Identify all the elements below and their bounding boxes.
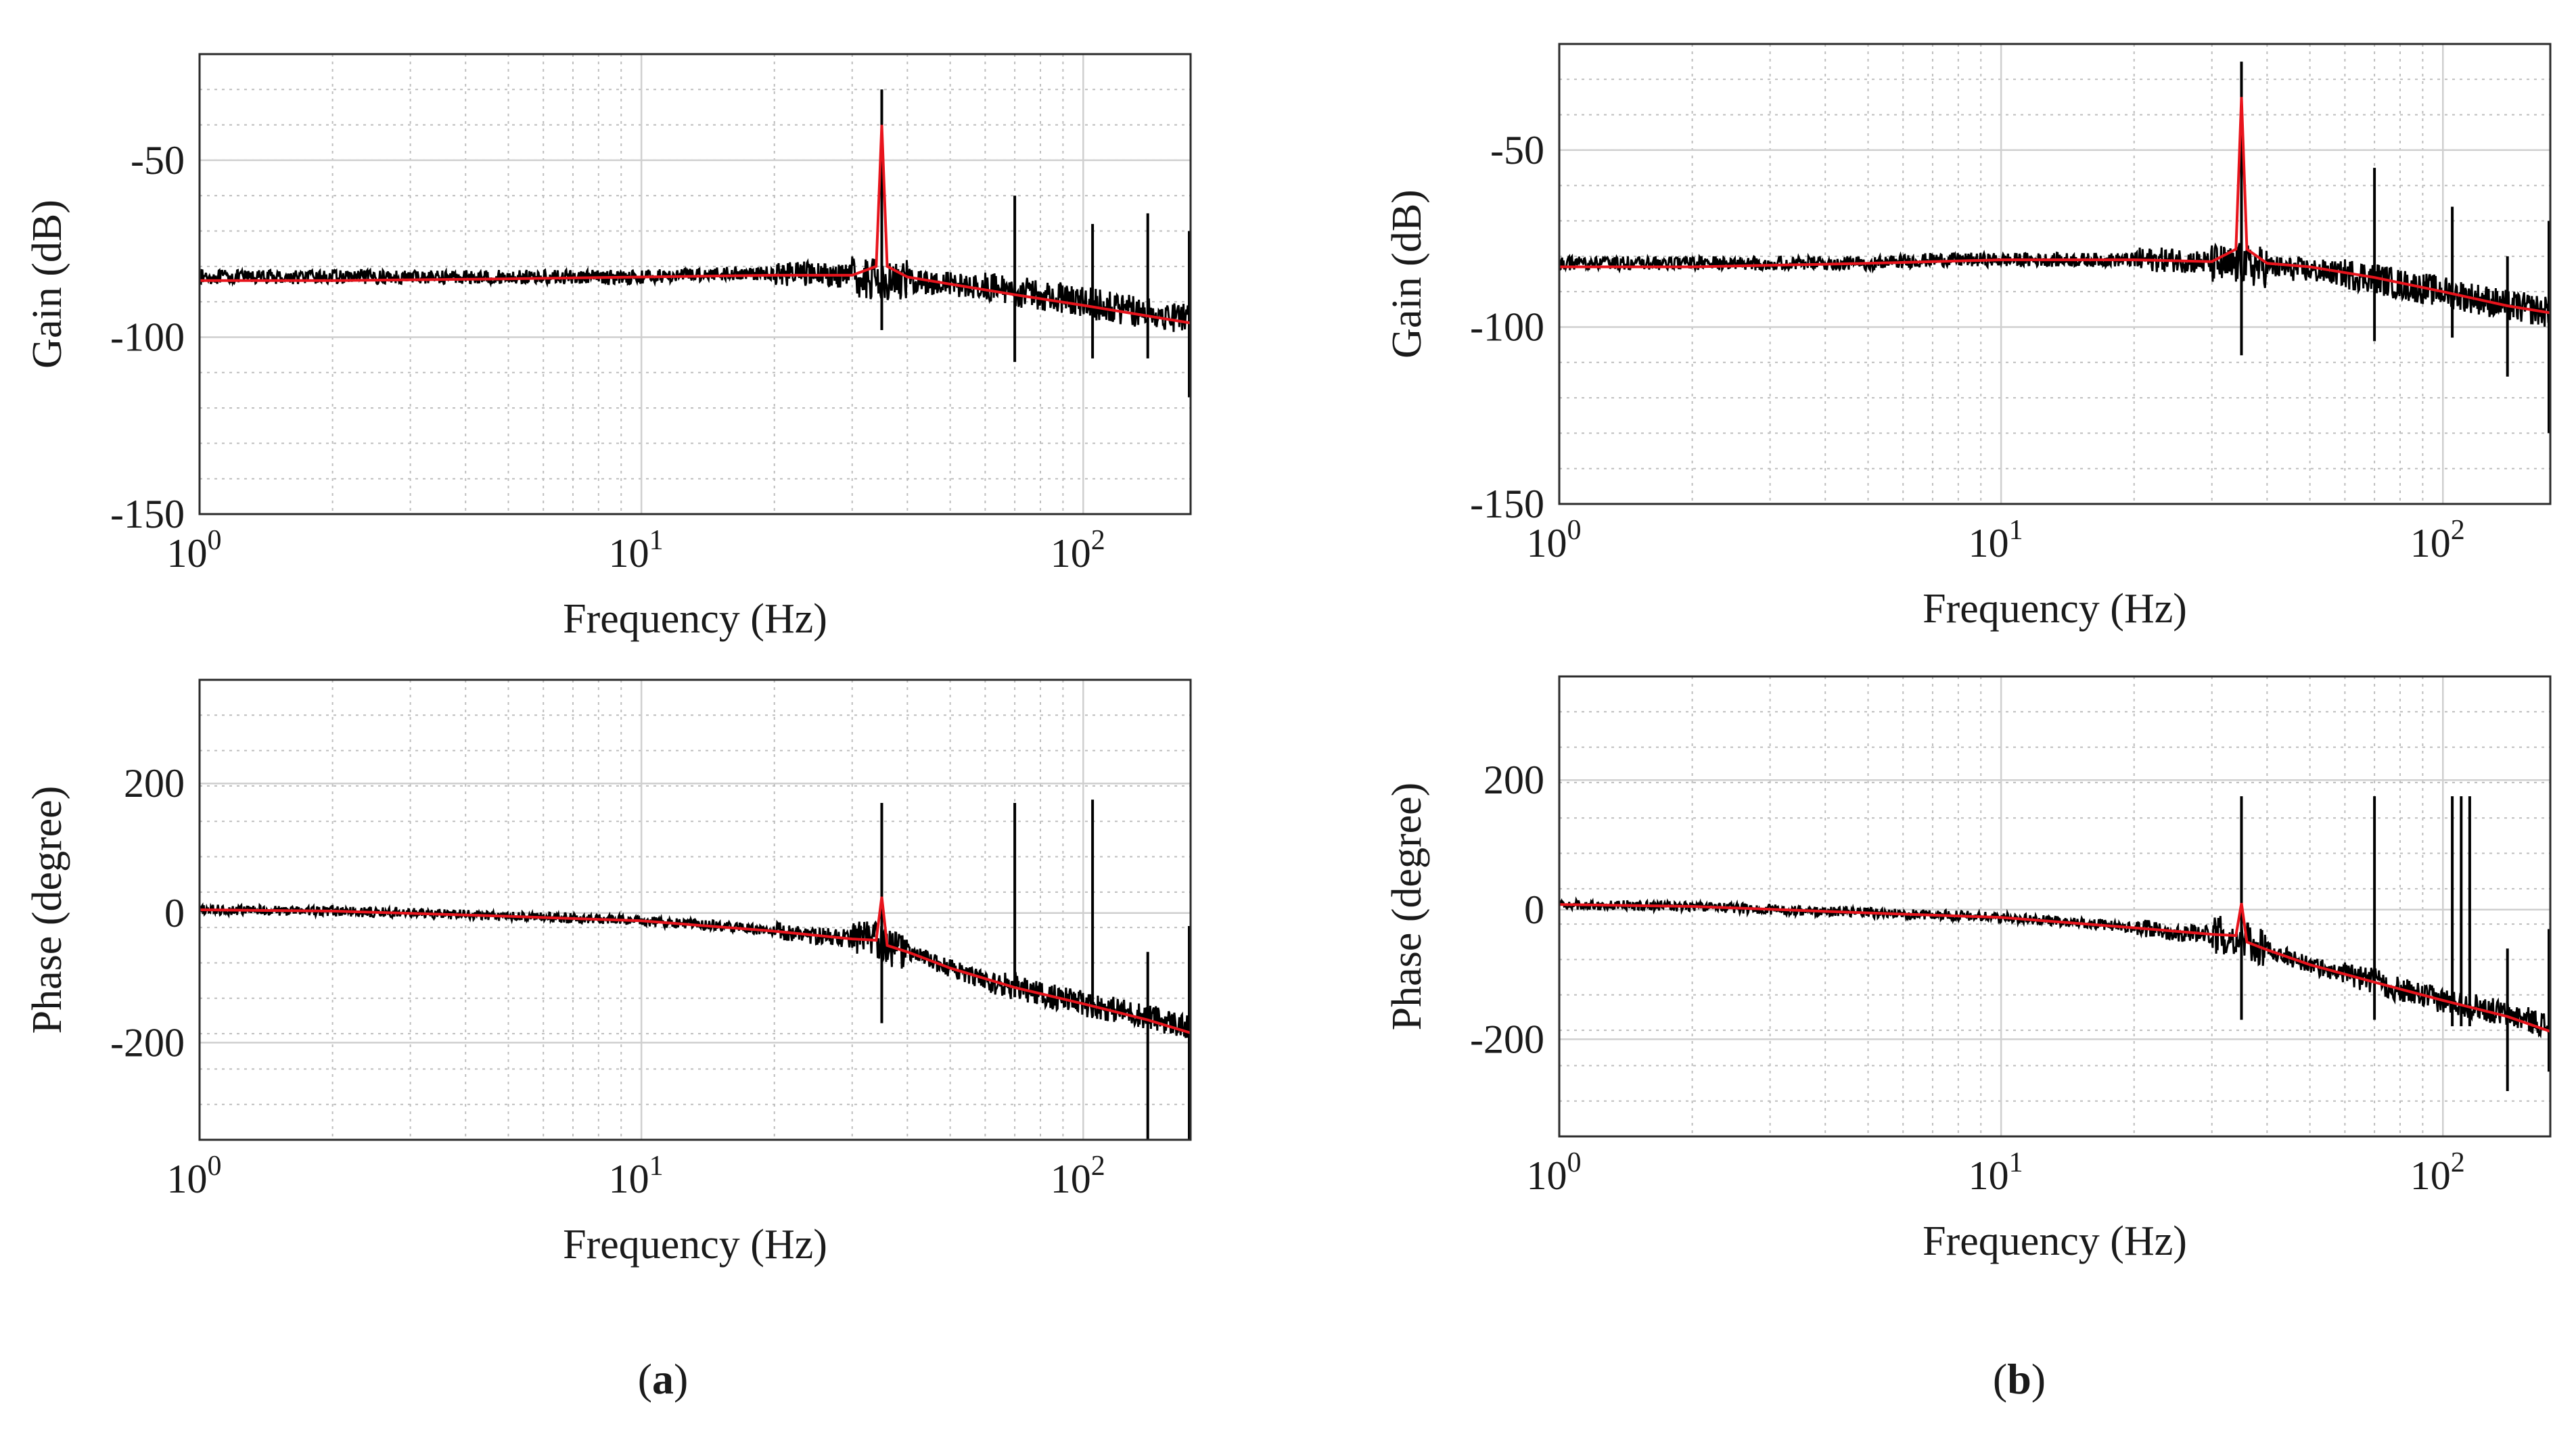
measured-series-line bbox=[1558, 896, 2552, 1039]
y-tick-label: -100 bbox=[1470, 304, 1544, 349]
y-tick-label: -100 bbox=[110, 315, 185, 359]
y-axis-label: Gain (dB) bbox=[24, 200, 70, 369]
x-tick-base: 10 bbox=[1527, 1153, 1567, 1198]
fitted-series-line bbox=[1559, 902, 2551, 1033]
x-tick-base: 10 bbox=[1969, 521, 2009, 565]
x-tick-exponent: 2 bbox=[1091, 525, 1105, 556]
fitted-series-line bbox=[199, 896, 1191, 1034]
x-tick-label: 102 bbox=[2410, 1147, 2465, 1198]
x-tick-exponent: 0 bbox=[1567, 1147, 1582, 1178]
fitted-series-line bbox=[200, 124, 1191, 325]
y-tick-label: -200 bbox=[1470, 1017, 1544, 1061]
x-tick-label: 101 bbox=[1969, 515, 2023, 565]
x-tick-label: 102 bbox=[1051, 1151, 1105, 1201]
y-tick-label: -50 bbox=[131, 138, 185, 183]
x-axis-label: Frequency (Hz) bbox=[1923, 586, 2187, 632]
x-axis-label: Frequency (Hz) bbox=[1923, 1218, 2187, 1264]
y-axis-label: Gain (dB) bbox=[1384, 189, 1430, 359]
x-tick-base: 10 bbox=[2410, 521, 2451, 565]
x-tick-base: 10 bbox=[1051, 531, 1091, 576]
axes-frame bbox=[1558, 43, 2552, 505]
measured-series-line bbox=[1558, 242, 2552, 327]
x-tick-exponent: 0 bbox=[1567, 515, 1582, 546]
axes-frame bbox=[1558, 675, 2552, 1138]
plot-area bbox=[200, 54, 1191, 514]
x-tick-exponent: 2 bbox=[2451, 1147, 2465, 1178]
x-tick-label: 102 bbox=[2410, 515, 2465, 565]
x-tick-exponent: 1 bbox=[649, 525, 664, 556]
y-tick-label: -200 bbox=[110, 1020, 185, 1065]
caption-b-open-paren: ( bbox=[1993, 1355, 2007, 1403]
x-tick-label: 100 bbox=[1527, 1147, 1582, 1198]
y-axis-label: Phase (degree) bbox=[24, 786, 70, 1034]
y-tick-label: 0 bbox=[1524, 887, 1544, 932]
x-tick-label: 100 bbox=[167, 525, 222, 576]
axes-frame bbox=[198, 53, 1192, 515]
y-axis-label: Phase (degree) bbox=[1384, 783, 1430, 1031]
x-tick-label: 101 bbox=[609, 525, 664, 576]
fitted-series-line bbox=[1559, 97, 2551, 315]
x-tick-label: 100 bbox=[1527, 515, 1582, 565]
caption-a: (a) bbox=[638, 1355, 689, 1403]
x-tick-label: 100 bbox=[167, 1151, 222, 1201]
caption-a-close-paren: ) bbox=[674, 1355, 688, 1403]
y-tick-label: 200 bbox=[1484, 758, 1544, 802]
x-tick-label: 101 bbox=[609, 1151, 664, 1201]
x-tick-base: 10 bbox=[1051, 1157, 1091, 1201]
x-tick-label: 101 bbox=[1969, 1147, 2023, 1198]
x-tick-exponent: 0 bbox=[208, 525, 222, 556]
x-tick-base: 10 bbox=[167, 531, 208, 576]
y-tick-label: 200 bbox=[124, 761, 185, 806]
caption-a-letter: a bbox=[652, 1355, 674, 1403]
y-tick-label: -150 bbox=[110, 492, 185, 536]
x-tick-exponent: 2 bbox=[2451, 515, 2465, 546]
x-tick-base: 10 bbox=[609, 531, 649, 576]
axes-frame bbox=[198, 678, 1192, 1141]
caption-b-letter: b bbox=[2007, 1355, 2031, 1403]
x-tick-exponent: 1 bbox=[649, 1151, 664, 1182]
x-tick-base: 10 bbox=[1969, 1153, 2009, 1198]
caption-a-open-paren: ( bbox=[638, 1355, 652, 1403]
x-tick-label: 102 bbox=[1051, 525, 1105, 576]
y-tick-label: -150 bbox=[1470, 482, 1544, 526]
x-axis-label: Frequency (Hz) bbox=[563, 1222, 827, 1268]
x-tick-base: 10 bbox=[609, 1157, 649, 1201]
x-tick-base: 10 bbox=[2410, 1153, 2451, 1198]
x-tick-exponent: 2 bbox=[1091, 1151, 1105, 1182]
x-tick-exponent: 1 bbox=[2009, 1147, 2023, 1178]
caption-b-close-paren: ) bbox=[2031, 1355, 2046, 1403]
x-tick-exponent: 1 bbox=[2009, 515, 2023, 546]
x-tick-exponent: 0 bbox=[208, 1151, 222, 1182]
x-tick-base: 10 bbox=[1527, 521, 1567, 565]
y-tick-label: 0 bbox=[164, 891, 185, 936]
x-axis-label: Frequency (Hz) bbox=[563, 596, 827, 642]
caption-b: (b) bbox=[1993, 1355, 2046, 1403]
x-tick-base: 10 bbox=[167, 1157, 208, 1201]
y-tick-label: -50 bbox=[1490, 128, 1544, 172]
